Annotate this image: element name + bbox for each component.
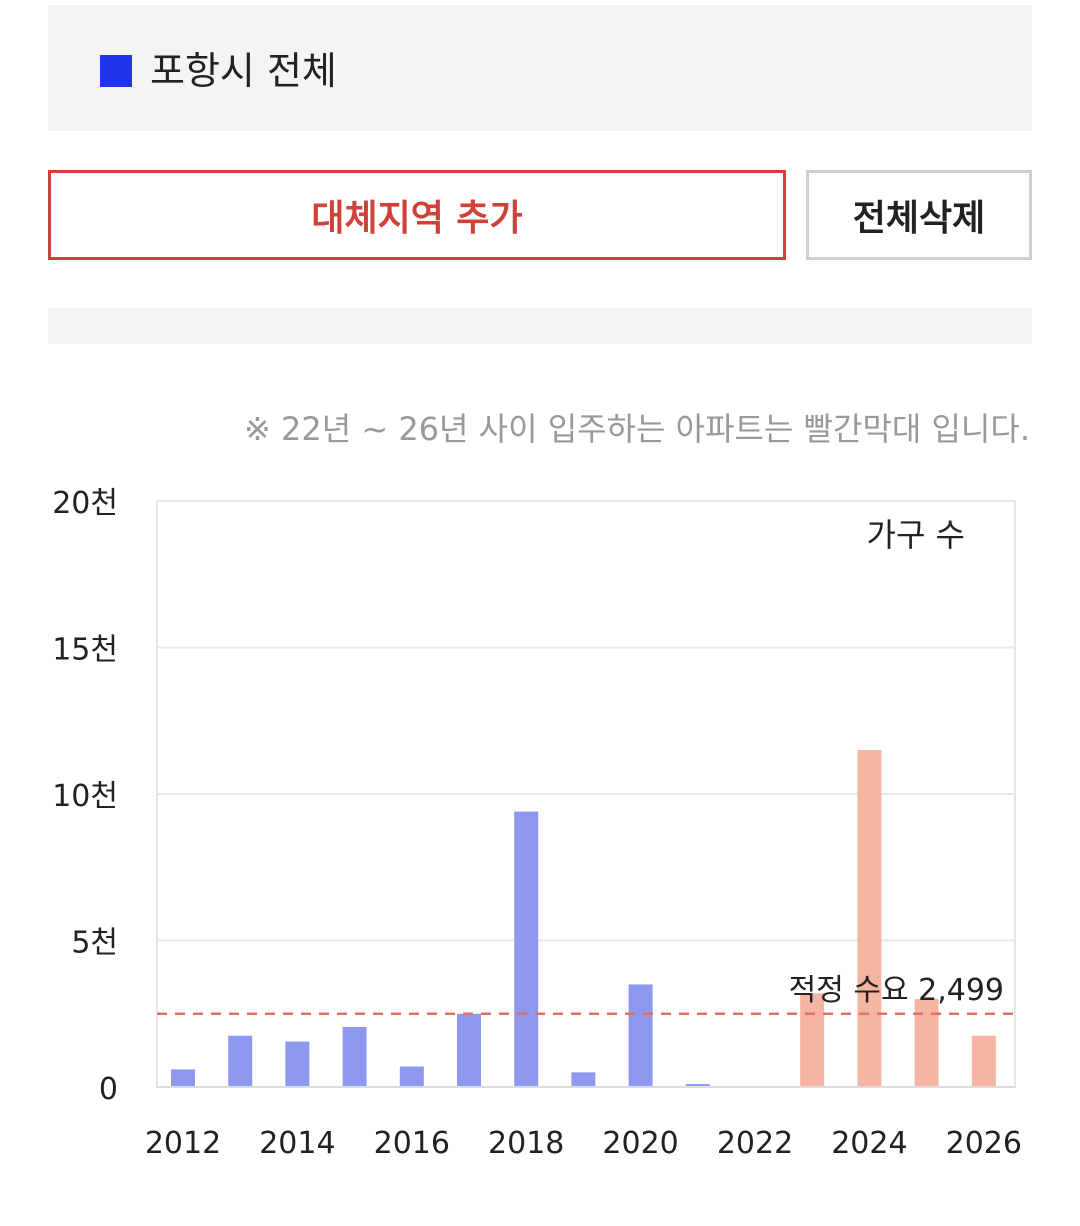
bar-2012	[171, 1069, 195, 1087]
y-tick-label: 0	[99, 1072, 118, 1107]
bar-2014	[285, 1041, 310, 1087]
add-alternative-region-button[interactable]: 대체지역 추가	[48, 170, 786, 260]
clear-all-button[interactable]: 전체삭제	[806, 170, 1032, 260]
legend-label: 가구 수	[867, 516, 966, 554]
bar-2018	[514, 811, 539, 1087]
bar-2020	[628, 984, 653, 1087]
bar-2021	[685, 1084, 710, 1087]
x-tick-label: 2024	[831, 1126, 907, 1161]
bar-2019	[571, 1072, 596, 1087]
region-color-swatch	[100, 55, 132, 87]
x-tick-label: 2026	[946, 1126, 1022, 1161]
bar-2013	[228, 1035, 253, 1087]
bar-2026	[971, 1035, 996, 1087]
x-tick-label: 2014	[259, 1126, 335, 1161]
bar-2023	[800, 993, 825, 1087]
supply-bar-chart: 0 5천 10천 15천 20천 2012 2014 2016 2018 2020 2022 2024…	[52, 486, 1022, 1161]
x-tick-label: 2022	[717, 1126, 793, 1161]
x-tick-label: 2018	[488, 1126, 564, 1161]
divider-strip	[48, 308, 1032, 344]
y-tick-label: 20천	[52, 486, 118, 521]
x-tick-label: 2020	[602, 1126, 678, 1161]
y-tick-label: 15천	[52, 633, 118, 668]
bar-2015	[342, 1026, 367, 1087]
x-tick-label: 2016	[374, 1126, 450, 1161]
y-tick-label: 10천	[52, 779, 118, 814]
region-label: 포항시 전체	[150, 49, 337, 93]
x-tick-label: 2012	[145, 1126, 221, 1161]
bar-2025	[914, 999, 939, 1087]
bar-2017	[457, 1013, 481, 1087]
chart-notice: ※ 22년 ~ 26년 사이 입주하는 아파트는 빨간막대 입니다.	[244, 410, 1030, 448]
y-tick-label: 5천	[71, 926, 118, 961]
bar-2024	[857, 750, 882, 1087]
bar-2016	[399, 1066, 424, 1087]
reference-line-label: 적정 수요 2,499	[789, 973, 1004, 1008]
region-panel: 포항시 전체	[48, 5, 1032, 131]
